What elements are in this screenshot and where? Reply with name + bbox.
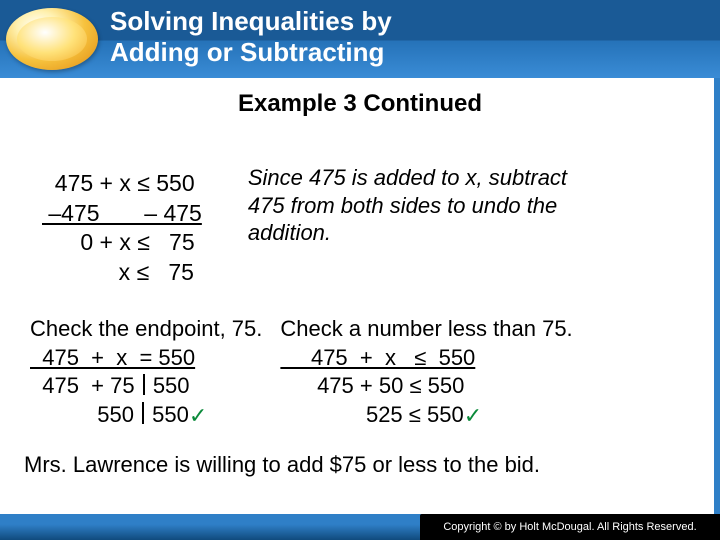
explanation-text: Since 475 is added to x, subtract 475 fr…: [248, 164, 578, 287]
check2-l3b: 550: [421, 402, 464, 427]
example-heading: Example 3 Continued: [0, 90, 720, 118]
check1-l1: 475 + x = 550: [30, 345, 195, 370]
content-area: 475 + x ≤ 550 –475 – 475 0 + x ≤ 75 x ≤ …: [0, 140, 720, 430]
check1-l3b: 550: [146, 402, 189, 427]
work-row: 475 + x ≤ 550 –475 – 475 0 + x ≤ 75 x ≤ …: [0, 140, 720, 287]
header-bar: Solving Inequalities by Adding or Subtra…: [0, 0, 720, 78]
check1-l2a: 475 + 75: [30, 373, 141, 398]
work-l1: 475 + x ≤ 550: [42, 170, 195, 196]
vbar-icon: [142, 402, 144, 424]
inequality-work: 475 + x ≤ 550 –475 – 475 0 + x ≤ 75 x ≤ …: [42, 140, 202, 287]
title-line2: Adding or Subtracting: [110, 37, 392, 68]
check2-l1: 475 + x ≤ 550: [280, 345, 475, 370]
footer-copyright: Copyright © by Holt McDougal. All Rights…: [420, 514, 720, 540]
check-less-than: Check a number less than 75. 475 + x ≤ 5…: [280, 315, 572, 429]
logo-oval: [6, 8, 98, 70]
le-icon: ≤: [409, 373, 421, 398]
check1-l2b: 550: [147, 373, 190, 398]
vbar-icon: [143, 374, 145, 396]
check1-heading: Check the endpoint, 75.: [30, 316, 262, 341]
check2-heading: Check a number less than 75.: [280, 316, 572, 341]
check2-l2b: 550: [422, 373, 465, 398]
footer-bar: Copyright © by Holt McDougal. All Rights…: [0, 514, 720, 540]
title-line1: Solving Inequalities by: [110, 6, 392, 37]
work-l4: x ≤ 75: [42, 259, 194, 285]
checkmark-icon: ✓: [464, 403, 482, 428]
check2-l2a: 475 + 50: [280, 373, 409, 398]
work-l2: –475 – 475: [42, 200, 202, 226]
check1-l3a: 550: [30, 402, 140, 427]
checks-row: Check the endpoint, 75. 475 + x = 550 47…: [0, 315, 720, 429]
conclusion-text: Mrs. Lawrence is willing to add $75 or l…: [24, 452, 540, 478]
work-l3: 0 + x ≤ 75: [42, 229, 195, 255]
check-endpoint: Check the endpoint, 75. 475 + x = 550 47…: [30, 315, 262, 429]
check2-l3a: 525: [280, 402, 408, 427]
page-title: Solving Inequalities by Adding or Subtra…: [110, 6, 392, 68]
checkmark-icon: ✓: [189, 403, 207, 428]
le-icon: ≤: [409, 402, 421, 427]
